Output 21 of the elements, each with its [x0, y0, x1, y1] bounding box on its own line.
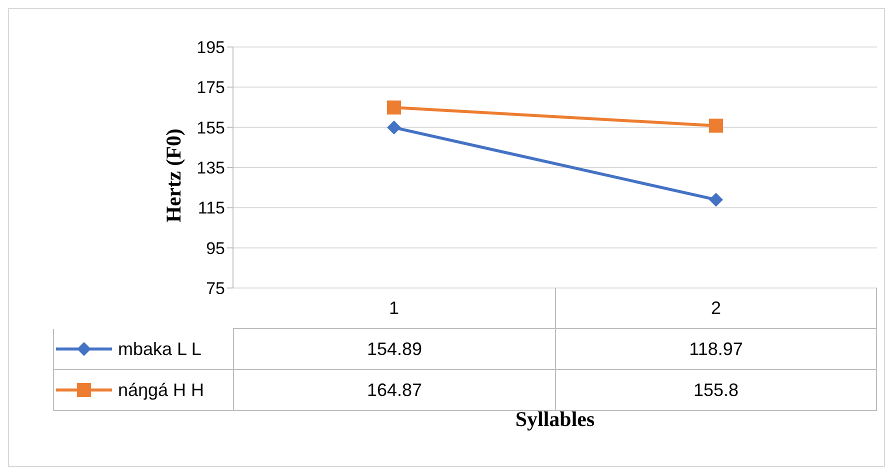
legend-label: mbaka L L [53, 329, 233, 370]
data-label: 118.97 [555, 329, 877, 370]
point [709, 192, 723, 207]
point [387, 100, 401, 115]
data-label: 164.87 [366, 380, 422, 400]
y-tick-label: 135 [196, 158, 225, 178]
y-tick-label: 155 [196, 118, 225, 138]
x-axis-title: Syllables [514, 407, 596, 432]
y-tick-label: 95 [206, 238, 225, 258]
data-label: 154.89 [233, 329, 555, 370]
y-tick-label: 175 [196, 78, 225, 98]
y-tick-label: 115 [198, 198, 225, 218]
y-tick-label: 75 [206, 279, 225, 298]
point [709, 118, 723, 133]
data-label: 155.8 [693, 380, 739, 400]
y-tick-label: 195 [196, 38, 225, 58]
x-tick-label: 1 [233, 288, 555, 329]
y-axis-title: Hertz (F0) [161, 128, 186, 222]
x-tick-label: 2 [555, 288, 877, 329]
legend-label: náŋgá H H [53, 370, 233, 411]
point [387, 120, 401, 135]
